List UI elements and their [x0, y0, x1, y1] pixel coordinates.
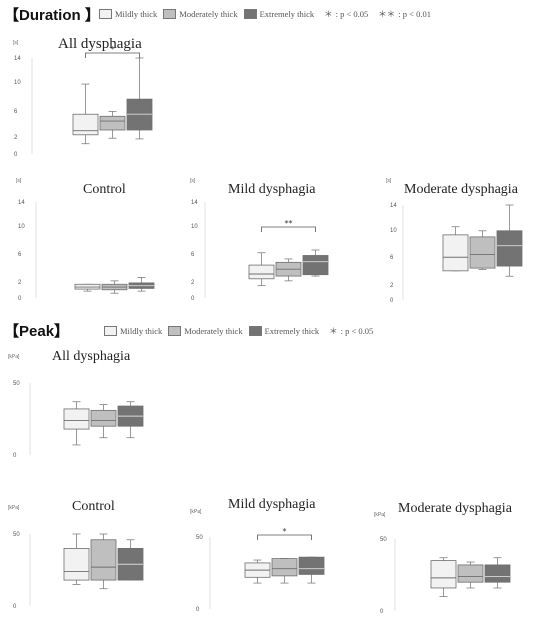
y-tick-label: 2	[14, 135, 18, 141]
box-mildly-thick	[430, 560, 457, 589]
legend-item-mildly-thick: Mildly thick	[99, 9, 157, 19]
legend-label: Moderately thick	[184, 326, 243, 336]
axis-unit-label: [kPa]	[8, 354, 20, 360]
legend-label: Mildly thick	[115, 9, 158, 19]
legend-item-moderately-thick: Moderately thick	[163, 9, 238, 19]
peak-legend: Mildly thick Moderately thick Extremely …	[104, 325, 373, 337]
panel-title: Control	[83, 182, 126, 197]
panel-title: All dysphagia	[58, 36, 142, 52]
duration-legend: Mildly thick Moderately thick Extremely …	[99, 8, 431, 20]
box-moderately-thick	[90, 539, 117, 581]
legend-item-extremely-thick: Extremely thick	[248, 326, 320, 336]
box-moderately-thick	[457, 564, 484, 583]
y-tick-label: 0	[13, 453, 17, 459]
y-tick-label: 14	[18, 200, 25, 206]
y-tick-label: 6	[390, 255, 394, 261]
significance-symbol: ＊	[329, 326, 338, 336]
panel-title: Mild dysphagia	[228, 182, 316, 197]
axis-unit-label: [kPa]	[374, 512, 386, 518]
y-tick-label: 14	[191, 200, 198, 206]
significance-label: *	[283, 527, 287, 536]
box-extremely-thick	[298, 556, 325, 575]
legend-swatch	[243, 9, 257, 19]
panel-title: All dysphagia	[52, 349, 131, 364]
duration-section-title: 【Duration 】	[4, 7, 100, 24]
panel-title: Control	[72, 499, 115, 514]
panel-title: Moderate dysphagia	[404, 182, 519, 197]
y-tick-label: 0	[191, 296, 195, 302]
y-tick-label: 2	[18, 280, 22, 286]
y-tick-label: 6	[191, 252, 195, 258]
legend-item-mildly-thick: Mildly thick	[104, 326, 162, 336]
y-tick-label: 0	[13, 604, 17, 610]
y-tick-label: 6	[14, 109, 18, 115]
legend-swatch	[104, 326, 117, 336]
box-extremely-thick	[484, 564, 511, 583]
y-tick-label: 0	[390, 298, 394, 304]
box-extremely-thick	[302, 255, 329, 276]
significance-text: : p < 0.05	[335, 9, 369, 19]
legend-label: Extremely thick	[264, 326, 320, 336]
significance-label: **	[285, 219, 293, 228]
axis-unit-label: [s]	[16, 178, 22, 184]
y-tick-label: 0	[18, 296, 22, 302]
panel-title: Moderate dysphagia	[398, 501, 513, 516]
y-tick-label: 0	[14, 152, 18, 158]
y-tick-label: 50	[380, 537, 387, 543]
significance-bracket	[85, 52, 140, 58]
y-tick-label: 6	[18, 252, 22, 258]
significance-symbol: ＊	[324, 9, 333, 19]
box-moderately-thick	[90, 409, 117, 427]
y-tick-label: 10	[191, 224, 198, 230]
significance-symbol: ＊＊	[378, 9, 396, 19]
legend-swatch	[99, 9, 112, 19]
axis-unit-label: [s]	[386, 178, 392, 184]
axis-unit-label: [kPa]	[8, 505, 20, 511]
axis-unit-label: [kPa]	[190, 509, 202, 515]
y-tick-label: 2	[390, 283, 394, 289]
y-tick-label: 10	[18, 224, 25, 230]
axis-unit-label: [s]	[13, 40, 19, 46]
y-tick-label: 50	[13, 381, 20, 387]
box-moderately-thick	[271, 558, 298, 577]
legend-swatch	[248, 326, 262, 336]
significance-bracket	[261, 226, 316, 232]
y-tick-label: 0	[196, 607, 200, 613]
legend-label: Extremely thick	[259, 9, 315, 19]
box-mildly-thick	[63, 548, 90, 581]
legend-swatch	[168, 326, 182, 336]
y-tick-label: 50	[13, 532, 20, 538]
significance-note-single: ＊ : p < 0.05	[329, 325, 373, 337]
box-mildly-thick	[63, 408, 90, 430]
significance-note-double: ＊＊ : p < 0.01	[378, 8, 431, 20]
legend-item-extremely-thick: Extremely thick	[243, 9, 315, 19]
peak-section-title: 【Peak】	[4, 323, 70, 340]
box-moderately-thick	[99, 115, 126, 131]
significance-bracket	[257, 534, 312, 540]
box-mildly-thick	[72, 113, 99, 136]
y-tick-label: 10	[390, 228, 397, 234]
box-mildly-thick	[442, 234, 469, 272]
panel-title: Mild dysphagia	[228, 497, 316, 512]
box-moderately-thick	[469, 236, 496, 269]
axis-unit-label: [s]	[190, 178, 196, 184]
y-tick-label: 50	[196, 535, 203, 541]
significance-text: : p < 0.01	[398, 9, 431, 19]
significance-note-single: ＊ : p < 0.05	[324, 8, 368, 20]
y-tick-label: 10	[14, 80, 21, 86]
legend-label: Moderately thick	[179, 9, 238, 19]
significance-text: : p < 0.05	[340, 326, 374, 336]
significance-label: *	[111, 45, 115, 54]
y-tick-label: 14	[14, 56, 21, 62]
y-tick-label: 14	[390, 203, 397, 209]
legend-item-moderately-thick: Moderately thick	[168, 326, 243, 336]
legend-swatch	[163, 9, 177, 19]
box-mildly-thick	[248, 264, 275, 280]
y-tick-label: 2	[191, 280, 195, 286]
box-extremely-thick	[496, 230, 523, 267]
y-tick-label: 0	[380, 609, 384, 615]
legend-label: Mildly thick	[120, 326, 163, 336]
